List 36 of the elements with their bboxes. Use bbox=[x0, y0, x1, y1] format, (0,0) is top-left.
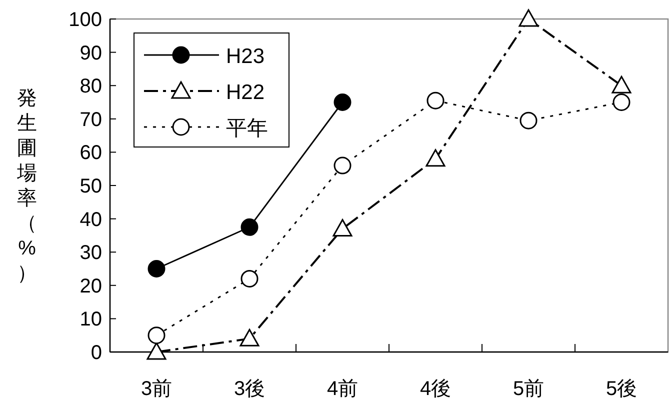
y-tick-label: 10 bbox=[80, 308, 102, 331]
y-tick-label: 60 bbox=[80, 142, 102, 164]
point bbox=[520, 112, 538, 130]
y-tick-label: 50 bbox=[80, 176, 102, 198]
legend-label: 平年 bbox=[226, 117, 268, 140]
x-tick-label: 5前 bbox=[512, 378, 544, 400]
y-tick-label: 40 bbox=[80, 208, 102, 231]
point bbox=[612, 76, 632, 94]
point bbox=[426, 92, 444, 110]
y-tick-label: 20 bbox=[80, 275, 102, 298]
y-tick-label: 30 bbox=[80, 242, 102, 264]
point bbox=[240, 270, 258, 288]
point bbox=[518, 9, 538, 27]
point bbox=[146, 342, 166, 360]
point bbox=[334, 94, 352, 111]
y-axis-title: 発生圃場率（%） bbox=[16, 88, 37, 284]
legend-label: H23 bbox=[226, 45, 265, 68]
legend-label: H22 bbox=[226, 81, 265, 104]
point bbox=[148, 326, 166, 344]
y-tick-label: 90 bbox=[80, 42, 102, 64]
point bbox=[612, 94, 630, 111]
y-tick-label: 70 bbox=[80, 108, 102, 131]
point bbox=[240, 328, 260, 346]
x-tick-label: 5後 bbox=[606, 378, 638, 400]
x-tick-label: 3後 bbox=[234, 378, 266, 400]
point bbox=[148, 260, 166, 278]
y-tick-label: 0 bbox=[90, 342, 102, 364]
x-tick-label: 4後 bbox=[420, 378, 452, 400]
point bbox=[332, 219, 352, 237]
x-tick-label: 3前 bbox=[140, 378, 172, 400]
y-tick-label: 100 bbox=[68, 9, 102, 31]
y-tick-label: 80 bbox=[80, 76, 102, 98]
point bbox=[334, 156, 352, 174]
point bbox=[426, 149, 446, 167]
x-tick-label: 4前 bbox=[326, 378, 358, 400]
point bbox=[240, 218, 258, 236]
